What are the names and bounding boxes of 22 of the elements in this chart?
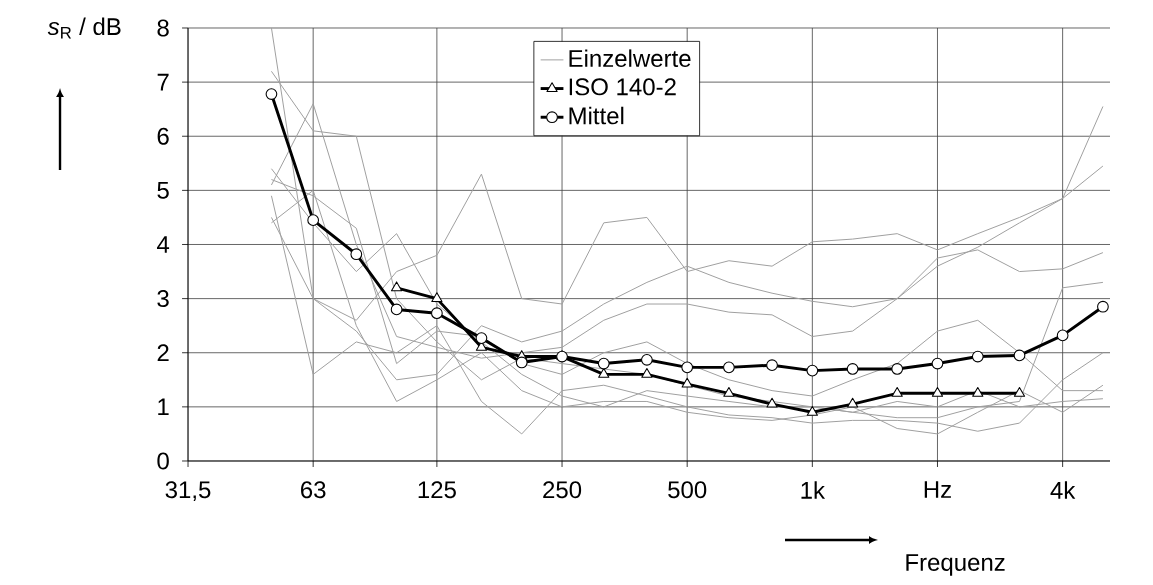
y-tick-label: 8: [157, 19, 169, 37]
x-tick-label: 125: [418, 481, 456, 499]
x-axis-title: Frequenz: [906, 554, 1005, 576]
x-tick-label: 4k: [1050, 481, 1076, 499]
legend-label: ISO 140-2: [569, 78, 676, 96]
x-tick-label: 31,5: [165, 481, 211, 502]
y-axis-title: s$_{R}$ / dB: [47, 17, 121, 39]
x-tick-label: 1k: [801, 481, 826, 499]
y-tick-label: 0: [157, 452, 169, 470]
legend-label: Mittel: [569, 106, 624, 125]
y-tick-label: 4: [156, 236, 170, 253]
y-tick-label: 1: [158, 398, 169, 416]
x-tick-label: 63: [301, 481, 326, 499]
y-tick-label: 3: [157, 290, 169, 308]
y-tick-label: 2: [157, 344, 169, 362]
x-tick-label: 500: [668, 481, 707, 499]
legend-label: Einzelwerte: [569, 49, 691, 68]
x-tick-label: 250: [543, 481, 582, 499]
y-tick-label: 7: [157, 73, 169, 91]
y-tick-label: 6: [157, 127, 169, 145]
x-tick-label: Hz: [924, 481, 951, 498]
y-tick-label: 5: [157, 181, 169, 199]
